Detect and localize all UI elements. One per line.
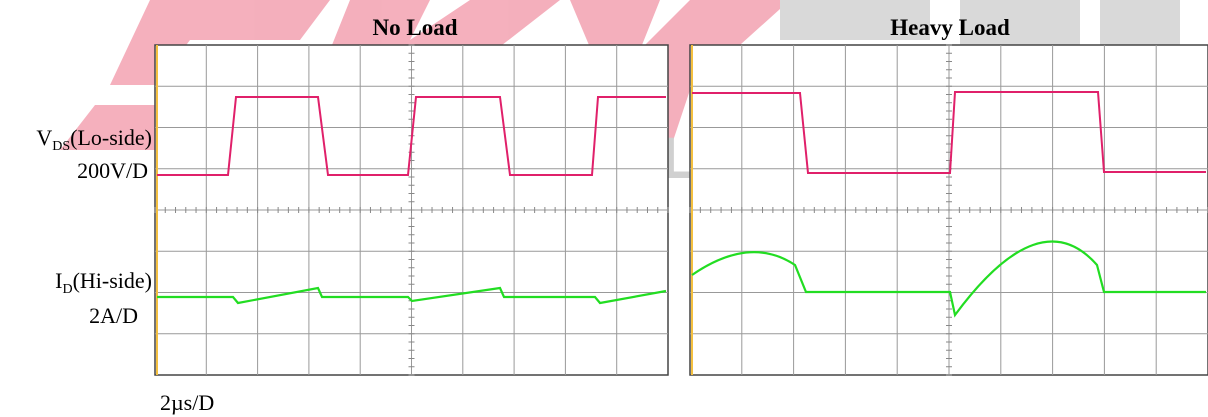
axis-label: ID(Hi-side) <box>55 268 152 297</box>
vds-trace <box>157 96 666 176</box>
time-scale: 2µs/D <box>160 390 214 415</box>
watermark-shape <box>780 0 930 40</box>
panel-title: Heavy Load <box>890 15 1010 40</box>
id-trace <box>157 286 667 305</box>
vds-trace <box>692 91 1206 174</box>
scale-label: 200V/D <box>77 158 148 183</box>
axis-label: VDS(Lo-side) <box>36 125 152 154</box>
panel-title: No Load <box>373 15 458 40</box>
id-trace <box>691 240 1206 318</box>
scale-label: 2A/D <box>89 303 138 328</box>
